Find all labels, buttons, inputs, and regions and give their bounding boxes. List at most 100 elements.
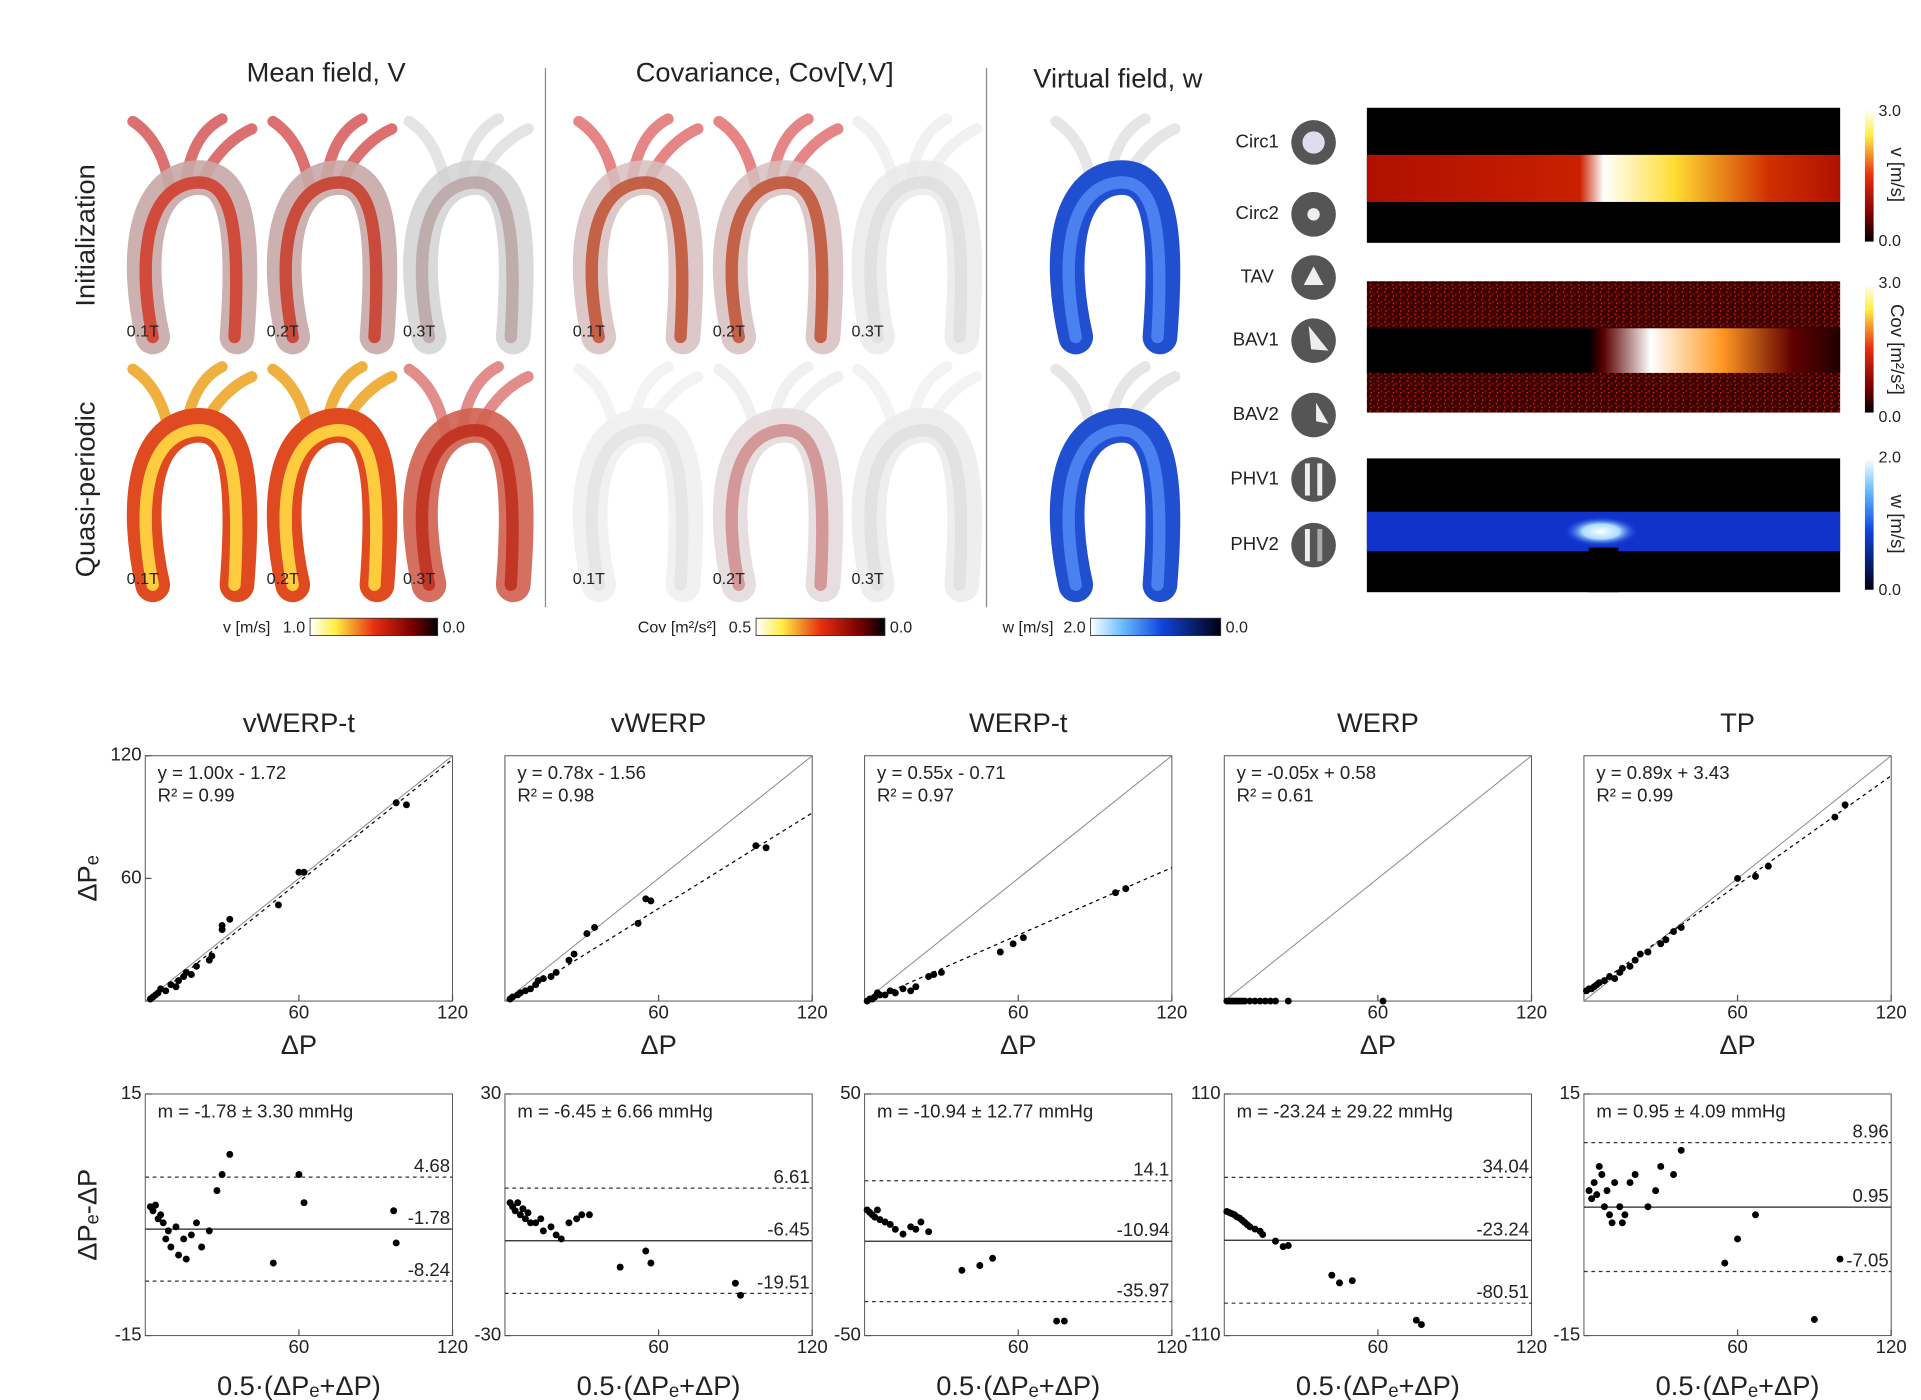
plot-area [864, 755, 1172, 1002]
data-point [899, 985, 907, 993]
limit-label: 8.96 [1853, 1121, 1889, 1142]
data-point [1009, 940, 1017, 948]
data-point [213, 1187, 221, 1195]
annotation: y = 0.78x - 1.56 [517, 762, 646, 783]
data-point [996, 948, 1004, 956]
data-point [521, 1215, 529, 1223]
chart: 60 120 -15 15 m = -1.78 ± 3.30 mmHg 0.5·(ΔPₑ+… [72, 1082, 468, 1400]
annotation: R² = 0.99 [158, 785, 235, 806]
time-label: 0.3T [403, 322, 435, 340]
valve-opening [1317, 529, 1323, 562]
data-point [524, 1209, 532, 1217]
colorbar [1864, 109, 1874, 242]
x-axis-label: 0.5·(ΔPₑ+ΔP) [936, 1370, 1100, 1400]
colorbar [1864, 283, 1874, 413]
limit-label: -19.51 [757, 1271, 810, 1292]
colorbar-max: 3.0 [1879, 102, 1901, 120]
data-point [218, 1171, 226, 1178]
data-point [1644, 1203, 1652, 1211]
data-point [1670, 928, 1678, 936]
data-point [193, 1219, 200, 1227]
data-point [578, 1211, 586, 1219]
data-point [570, 950, 578, 958]
data-point [585, 1211, 593, 1219]
aorta-core [139, 424, 243, 591]
data-point [182, 1255, 190, 1263]
data-point [886, 1220, 894, 1228]
data-point [1721, 1259, 1729, 1267]
data-point [873, 1206, 881, 1214]
data-point [167, 1243, 175, 1251]
aorta-core [725, 176, 829, 344]
data-point [516, 1211, 524, 1219]
data-point [1626, 1179, 1634, 1187]
data-point [162, 1235, 170, 1243]
heatmap-band [1366, 328, 1841, 373]
aorta [126, 113, 258, 355]
data-point [912, 983, 920, 991]
row-label: Quasi-periodic [69, 402, 100, 578]
y-tick-label: 15 [121, 1082, 142, 1103]
colorbar-max: 0.5 [729, 618, 751, 636]
data-point [1611, 1179, 1619, 1187]
data-point [1677, 1146, 1685, 1154]
data-point [1348, 1277, 1356, 1285]
valve-label: Circ1 [1236, 130, 1279, 151]
data-point [1256, 997, 1264, 1005]
valve-opening [1302, 131, 1325, 154]
aorta-core [415, 424, 519, 591]
data-point [1600, 1203, 1608, 1211]
plot-area [145, 755, 453, 1002]
x-tick-label: 60 [1368, 1001, 1389, 1022]
data-point [164, 1227, 172, 1235]
x-axis-label: ΔP [1360, 1029, 1396, 1060]
data-point [925, 1228, 933, 1236]
aorta [851, 113, 983, 355]
annotation: y = 0.89x + 3.43 [1596, 762, 1729, 783]
aorta [266, 113, 398, 355]
colorbar-label: w [m/s] [1001, 618, 1053, 636]
limit-label: -8.24 [408, 1259, 450, 1280]
data-point [1261, 997, 1269, 1005]
data-point [1284, 997, 1292, 1005]
data-point [226, 1150, 234, 1158]
data-point [1734, 1235, 1742, 1243]
x-axis-label: 0.5·(ΔPₑ+ΔP) [217, 1370, 381, 1400]
data-point [583, 930, 591, 938]
data-point [1328, 1271, 1336, 1279]
valve-opening [1304, 529, 1310, 562]
plot-area [504, 1187, 813, 1294]
x-tick-label: 120 [1876, 1336, 1907, 1357]
colorbar-min: 0.0 [1879, 232, 1901, 250]
data-point [1831, 813, 1839, 821]
aorta-core [585, 424, 689, 591]
data-point [1606, 1211, 1614, 1219]
aorta-core [725, 424, 829, 591]
identity-line [1224, 755, 1532, 1002]
aorta [851, 361, 983, 603]
fit-line [148, 758, 453, 1002]
identity-line [145, 755, 453, 1002]
data-point [1122, 885, 1130, 893]
data-point [737, 1291, 744, 1299]
valve-list: Circ1 Circ2 TAV BAV1 BAV2 PHV1 PHV2 [1230, 120, 1336, 568]
x-axis-label: 0.5·(ΔPₑ+ΔP) [1656, 1370, 1820, 1400]
data-point [1611, 975, 1619, 983]
data-point [392, 799, 400, 807]
data-point [907, 987, 915, 995]
data-point [1412, 1316, 1420, 1324]
mean-label: 0.95 [1853, 1185, 1889, 1206]
time-label: 0.2T [267, 322, 299, 340]
annotation: R² = 0.61 [1237, 785, 1314, 806]
x-axis-label: 0.5·(ΔPₑ+ΔP) [1296, 1370, 1460, 1400]
colorbar [1090, 617, 1222, 637]
data-point [1810, 1316, 1818, 1323]
aorta [266, 361, 398, 603]
data-point [152, 1201, 159, 1209]
valve-opening [1317, 463, 1323, 496]
data-point [1618, 1219, 1626, 1227]
